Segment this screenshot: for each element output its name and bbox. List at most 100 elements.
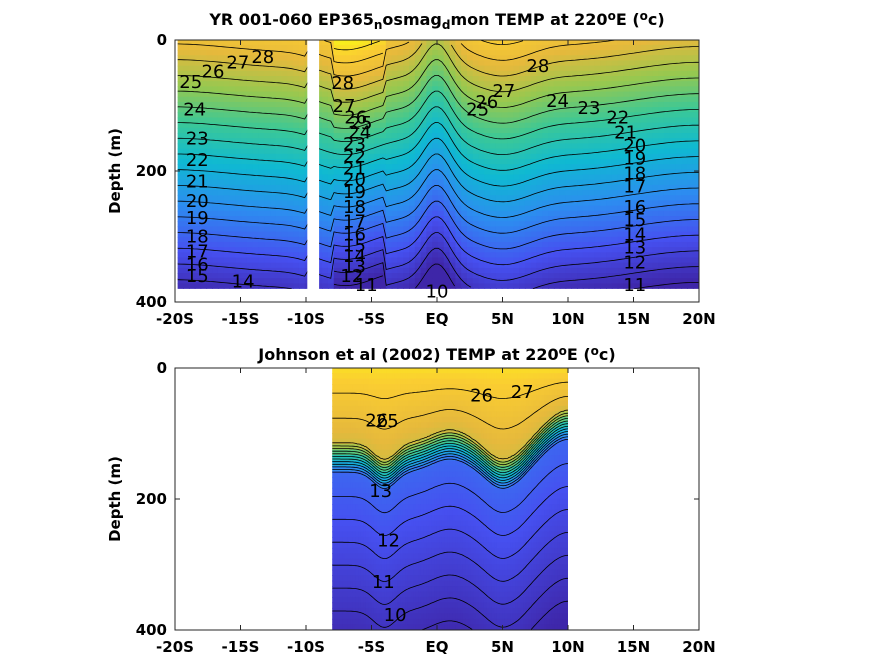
field-cell: [194, 81, 202, 88]
field-cell: [449, 278, 457, 285]
field-cell: [617, 70, 625, 77]
field-cell: [629, 101, 636, 108]
field-cell: [692, 231, 699, 238]
field-cell: [577, 60, 584, 67]
field-cell: [426, 273, 434, 280]
field-cell: [617, 169, 625, 176]
field-cell: [507, 96, 515, 103]
field-cell: [588, 278, 596, 285]
field-cell: [640, 107, 648, 114]
field-cell: [188, 158, 196, 165]
field-cell: [519, 164, 526, 171]
field-cell: [339, 107, 347, 114]
field-cell: [339, 373, 344, 380]
field-cell: [577, 210, 584, 217]
field-cell: [347, 542, 352, 549]
field-cell: [478, 133, 486, 140]
field-cell: [332, 471, 336, 478]
field-cell: [241, 107, 248, 114]
field-cell: [553, 65, 561, 72]
field-cell: [403, 112, 410, 119]
field-cell: [293, 112, 300, 119]
field-cell: [466, 283, 474, 289]
field-cell: [663, 278, 671, 285]
field-cell: [403, 75, 410, 82]
field-cell: [350, 542, 354, 549]
contour-label: 18: [186, 227, 209, 248]
field-cell: [270, 184, 277, 191]
field-cell: [355, 389, 359, 396]
field-cell: [461, 96, 468, 103]
field-cell: [355, 411, 359, 418]
field-cell: [345, 226, 352, 233]
field-cell: [501, 221, 509, 228]
field-cell: [339, 65, 347, 72]
field-cell: [687, 148, 694, 155]
field-cell: [229, 267, 237, 274]
contour-label: 28: [331, 73, 354, 94]
field-cell: [687, 133, 694, 140]
field-cell: [352, 487, 357, 495]
title-part-sup2: o: [591, 344, 599, 358]
field-cell: [333, 40, 341, 46]
x-tick-label: EQ: [426, 310, 449, 328]
field-cell: [403, 252, 410, 259]
field-cell: [217, 221, 225, 228]
contour-label: 13: [343, 257, 366, 278]
field-cell: [438, 164, 445, 171]
field-cell: [275, 262, 283, 269]
field-cell: [270, 86, 277, 93]
field-cell: [634, 158, 642, 165]
field-cell: [652, 164, 659, 171]
field-cell: [629, 195, 636, 202]
field-cell: [194, 179, 202, 186]
field-cell: [640, 96, 648, 103]
field-cell: [594, 236, 602, 243]
field-cell: [339, 378, 344, 385]
field-cell: [352, 471, 357, 478]
field-cell: [403, 107, 410, 114]
field-cell: [264, 210, 271, 217]
field-cell: [623, 50, 630, 57]
field-cell: [403, 231, 410, 238]
field-cell: [339, 564, 344, 571]
field-cell: [461, 50, 468, 57]
field-cell: [623, 60, 630, 67]
field-cell: [652, 50, 659, 57]
field-cell: [420, 221, 428, 228]
field-cell: [287, 200, 294, 207]
field-cell: [347, 624, 352, 630]
field-cell: [507, 257, 515, 264]
field-cell: [352, 427, 357, 434]
field-cell: [507, 133, 515, 140]
field-cell: [229, 200, 237, 207]
field-cell: [270, 127, 277, 134]
field-cell: [438, 91, 445, 98]
field-cell: [634, 75, 642, 82]
field-cell: [611, 262, 619, 269]
field-cell: [414, 50, 422, 57]
field-cell: [571, 122, 578, 129]
field-cell: [212, 273, 219, 280]
field-cell: [640, 262, 648, 269]
field-cell: [663, 101, 671, 108]
field-cell: [646, 195, 654, 202]
field-cell: [553, 101, 561, 108]
field-cell: [345, 378, 349, 385]
field-cell: [352, 465, 357, 473]
field-cell: [345, 148, 352, 155]
field-cell: [559, 221, 567, 228]
field-cell: [507, 143, 515, 150]
field-cell: [611, 179, 619, 186]
field-cell: [281, 241, 289, 248]
field-cell: [432, 91, 439, 98]
field-cell: [449, 81, 457, 88]
field-cell: [553, 60, 561, 67]
field-cell: [229, 148, 237, 155]
field-cell: [675, 278, 683, 285]
field-cell: [360, 394, 365, 402]
field-cell: [356, 40, 364, 46]
field-cell: [519, 262, 526, 269]
field-cell: [675, 283, 683, 289]
field-cell: [530, 195, 538, 202]
